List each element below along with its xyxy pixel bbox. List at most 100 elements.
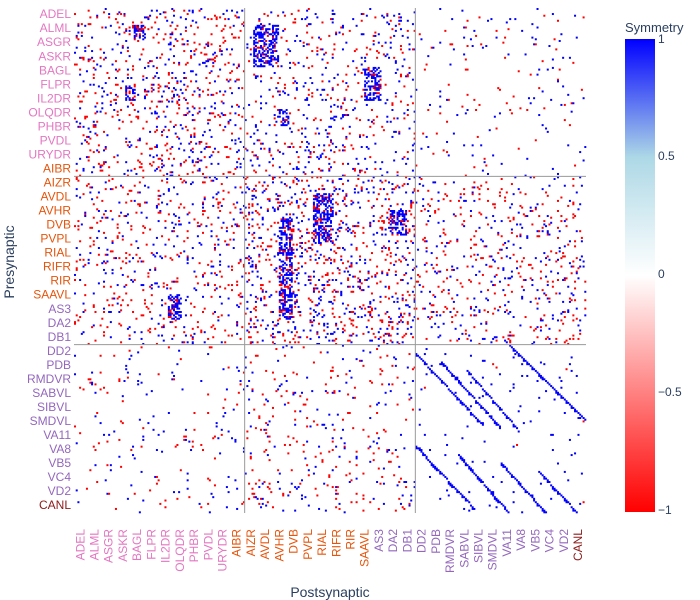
heatmap-cell	[340, 282, 343, 285]
heatmap-cell	[229, 26, 232, 29]
heatmap-cell	[519, 191, 522, 194]
heatmap-cell	[300, 179, 303, 182]
heatmap-cell	[271, 332, 274, 335]
heatmap-cell	[89, 469, 92, 472]
heatmap-cell	[417, 273, 420, 276]
heatmap-cell	[405, 418, 408, 421]
heatmap-cell	[75, 169, 78, 172]
heatmap-cell	[205, 142, 208, 145]
heatmap-cell	[451, 297, 454, 300]
heatmap-cell	[294, 268, 297, 271]
heatmap-cell	[507, 312, 510, 315]
heatmap-cell	[449, 484, 452, 487]
heatmap-cell	[94, 92, 97, 95]
heatmap-cell	[394, 95, 397, 98]
heatmap-cell	[359, 134, 362, 137]
heatmap-cell	[126, 371, 129, 374]
heatmap-cell	[229, 147, 232, 150]
heatmap-cell	[232, 247, 235, 250]
heatmap-cell	[319, 452, 322, 455]
heatmap-cell	[379, 167, 382, 170]
heatmap-cell	[251, 284, 254, 287]
heatmap-cell	[161, 450, 164, 453]
heatmap-cell	[345, 114, 348, 117]
heatmap-cell	[242, 265, 245, 268]
heatmap-cell	[287, 252, 290, 255]
heatmap-cell	[278, 487, 281, 490]
heatmap-cell	[548, 383, 551, 386]
heatmap-cell	[152, 88, 155, 91]
heatmap-cell	[80, 223, 83, 226]
heatmap-cell	[336, 203, 339, 206]
heatmap-cell	[143, 16, 146, 19]
heatmap-cell	[232, 408, 235, 411]
heatmap-cell	[254, 28, 257, 31]
heatmap-cell	[219, 253, 222, 256]
heatmap-cell	[377, 66, 380, 69]
heatmap-cell	[125, 292, 128, 295]
heatmap-cell	[196, 321, 199, 324]
heatmap-cell	[237, 78, 240, 81]
heatmap-cell	[413, 225, 416, 228]
heatmap-cell	[210, 105, 213, 108]
heatmap-cell	[326, 326, 329, 329]
heatmap-cell	[190, 140, 193, 143]
heatmap-cell	[97, 282, 100, 285]
heatmap-cell	[273, 176, 276, 179]
heatmap-cell	[193, 119, 196, 122]
heatmap-cell	[476, 253, 479, 256]
heatmap-cell	[109, 24, 112, 27]
heatmap-cell	[292, 225, 295, 228]
heatmap-cell	[509, 344, 512, 347]
heatmap-cell	[524, 359, 527, 362]
heatmap-cell	[258, 164, 261, 167]
heatmap-cell	[263, 181, 266, 184]
heatmap-cell	[128, 29, 131, 32]
heatmap-cell	[138, 511, 141, 514]
heatmap-cell	[563, 398, 566, 401]
heatmap-cell	[289, 186, 292, 189]
heatmap-cell	[364, 70, 367, 73]
heatmap-cell	[260, 36, 263, 39]
heatmap-cell	[543, 314, 546, 317]
heatmap-cell	[492, 401, 495, 404]
heatmap-cell	[285, 253, 288, 256]
heatmap-cell	[220, 183, 223, 186]
heatmap-cell	[533, 341, 536, 344]
heatmap-cell	[295, 216, 298, 219]
heatmap-cell	[91, 36, 94, 39]
heatmap-cell	[439, 378, 442, 381]
heatmap-cell	[85, 115, 88, 118]
heatmap-cell	[120, 51, 123, 54]
heatmap-cell	[565, 368, 568, 371]
heatmap-cell	[335, 486, 338, 489]
heatmap-cell	[376, 272, 379, 275]
heatmap-cell	[80, 31, 83, 34]
heatmap-cell	[405, 228, 408, 231]
heatmap-cell	[260, 33, 263, 36]
heatmap-cell	[456, 396, 459, 399]
heatmap-cell	[275, 50, 278, 53]
heatmap-cell	[260, 287, 263, 290]
heatmap-cell	[352, 332, 355, 335]
heatmap-cell	[374, 80, 377, 83]
heatmap-cell	[271, 157, 274, 160]
heatmap-cell	[283, 231, 286, 234]
heatmap-cell	[207, 337, 210, 340]
heatmap-cell	[546, 194, 549, 197]
heatmap-cell	[406, 19, 409, 22]
heatmap-cell	[135, 317, 138, 320]
heatmap-cell	[430, 198, 433, 201]
heatmap-cell	[456, 240, 459, 243]
heatmap-cell	[343, 146, 346, 149]
heatmap-cell	[454, 376, 457, 379]
heatmap-cell	[234, 440, 237, 443]
heatmap-cell	[196, 112, 199, 115]
heatmap-cell	[96, 221, 99, 224]
heatmap-cell	[582, 159, 585, 162]
heatmap-cell	[529, 420, 532, 423]
heatmap-cell	[365, 326, 368, 329]
heatmap-cell	[260, 34, 263, 37]
heatmap-cell	[137, 117, 140, 120]
heatmap-cell	[270, 48, 273, 51]
